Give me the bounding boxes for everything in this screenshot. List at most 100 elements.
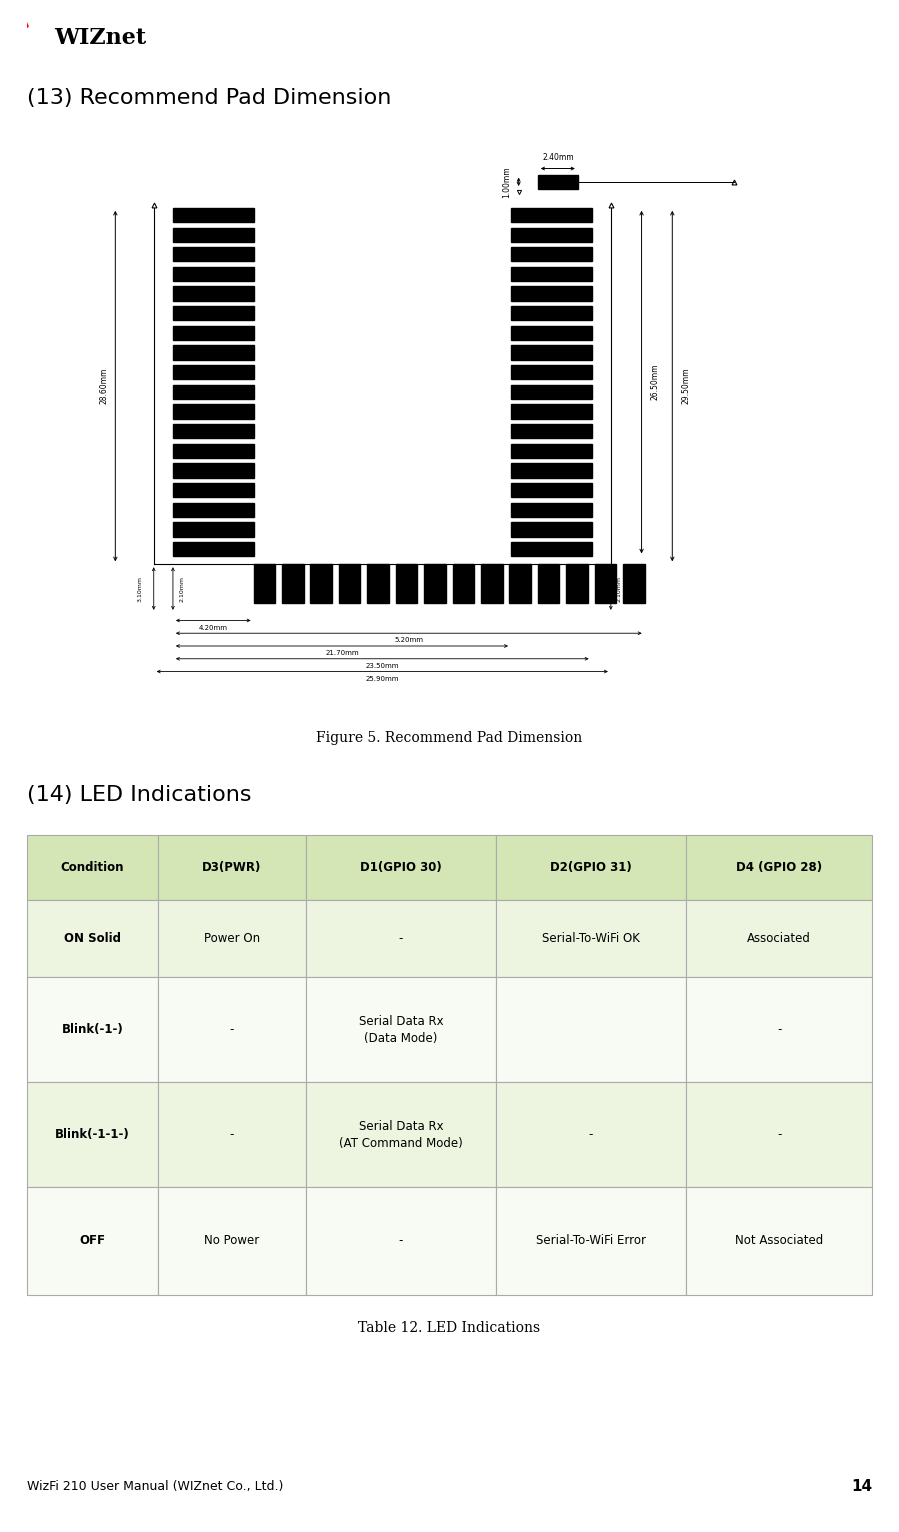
Bar <box>173 463 254 478</box>
Bar <box>173 542 254 556</box>
Bar <box>173 404 254 418</box>
Bar <box>686 977 872 1082</box>
Text: WIZnet: WIZnet <box>54 28 146 49</box>
Text: 2.10mm: 2.10mm <box>179 576 184 602</box>
Bar <box>511 365 592 380</box>
Bar <box>686 899 872 977</box>
Bar <box>511 326 592 340</box>
Text: WizFi 210 User Manual (WIZnet Co., Ltd.): WizFi 210 User Manual (WIZnet Co., Ltd.) <box>27 1480 283 1492</box>
Bar <box>511 385 592 398</box>
Bar <box>686 1082 872 1187</box>
Text: (13) Recommend Pad Dimension: (13) Recommend Pad Dimension <box>27 87 391 109</box>
Bar <box>496 977 686 1082</box>
Bar <box>173 502 254 516</box>
Bar <box>27 899 158 977</box>
Bar <box>511 424 592 438</box>
Bar <box>396 564 417 602</box>
Bar <box>511 228 592 242</box>
Bar <box>310 564 332 602</box>
Bar <box>173 326 254 340</box>
Text: OFF: OFF <box>79 1235 105 1247</box>
Bar <box>368 564 388 602</box>
Bar <box>538 564 559 602</box>
Bar <box>306 977 496 1082</box>
Bar <box>686 1187 872 1295</box>
Bar <box>452 564 474 602</box>
Bar <box>496 1187 686 1295</box>
Bar <box>306 1187 496 1295</box>
Text: ON Solid: ON Solid <box>64 931 121 945</box>
Bar <box>511 267 592 282</box>
Text: 25.90mm: 25.90mm <box>366 676 399 682</box>
Bar <box>496 899 686 977</box>
Text: 29.50mm: 29.50mm <box>681 368 690 404</box>
Bar <box>158 835 306 899</box>
Text: 28.60mm: 28.60mm <box>99 368 108 404</box>
Bar <box>27 1082 158 1187</box>
Text: Serial Data Rx
(AT Command Mode): Serial Data Rx (AT Command Mode) <box>339 1120 463 1149</box>
Bar <box>511 247 592 262</box>
Text: 26.50mm: 26.50mm <box>651 365 660 400</box>
Text: Power On: Power On <box>204 931 260 945</box>
Bar <box>254 564 275 602</box>
Bar <box>173 424 254 438</box>
Bar <box>511 542 592 556</box>
Text: -: - <box>399 1235 403 1247</box>
Bar <box>306 835 496 899</box>
Bar <box>496 1082 686 1187</box>
Bar <box>511 404 592 418</box>
Bar <box>595 564 616 602</box>
Bar <box>173 346 254 360</box>
Bar <box>173 247 254 262</box>
Text: Blink(-1-): Blink(-1-) <box>62 1023 123 1036</box>
Bar <box>173 267 254 282</box>
Bar <box>511 444 592 458</box>
Text: -: - <box>589 1128 593 1141</box>
Text: D1(GPIO 30): D1(GPIO 30) <box>360 861 441 873</box>
Bar <box>510 564 531 602</box>
Bar <box>511 483 592 498</box>
Bar <box>511 522 592 536</box>
Bar <box>339 564 360 602</box>
Bar <box>158 1187 306 1295</box>
Text: -: - <box>230 1023 234 1036</box>
Text: 1.00mm: 1.00mm <box>503 165 512 198</box>
Text: 4.20mm: 4.20mm <box>199 625 227 631</box>
Text: (14) LED Indications: (14) LED Indications <box>27 784 252 806</box>
Text: Table 12. LED Indications: Table 12. LED Indications <box>359 1321 540 1336</box>
Bar <box>173 483 254 498</box>
Text: Serial-To-WiFi Error: Serial-To-WiFi Error <box>536 1235 646 1247</box>
Bar <box>306 1082 496 1187</box>
Bar <box>424 564 446 602</box>
Text: -: - <box>230 1128 234 1141</box>
Bar <box>27 977 158 1082</box>
Bar <box>158 977 306 1082</box>
Bar <box>173 208 254 222</box>
Bar <box>27 1187 158 1295</box>
Text: 14: 14 <box>851 1478 872 1494</box>
Text: -: - <box>777 1128 781 1141</box>
Text: Condition: Condition <box>61 861 124 873</box>
Bar <box>173 286 254 300</box>
Text: -: - <box>777 1023 781 1036</box>
Bar <box>511 502 592 516</box>
Bar <box>173 385 254 398</box>
Bar <box>173 365 254 380</box>
Bar <box>173 228 254 242</box>
Bar <box>173 522 254 536</box>
Bar <box>158 899 306 977</box>
Text: 2.40mm: 2.40mm <box>542 153 574 162</box>
Bar <box>173 306 254 320</box>
Bar <box>566 564 588 602</box>
Text: D4 (GPIO 28): D4 (GPIO 28) <box>736 861 823 873</box>
Text: 2.10mm: 2.10mm <box>617 576 622 602</box>
Bar <box>511 346 592 360</box>
Text: 3.10mm: 3.10mm <box>138 576 142 602</box>
Text: D2(GPIO 31): D2(GPIO 31) <box>550 861 632 873</box>
Bar <box>282 564 304 602</box>
Text: Associated: Associated <box>747 931 811 945</box>
Bar <box>173 444 254 458</box>
Text: No Power: No Power <box>204 1235 260 1247</box>
Bar <box>511 208 592 222</box>
Text: Serial-To-WiFi OK: Serial-To-WiFi OK <box>542 931 640 945</box>
